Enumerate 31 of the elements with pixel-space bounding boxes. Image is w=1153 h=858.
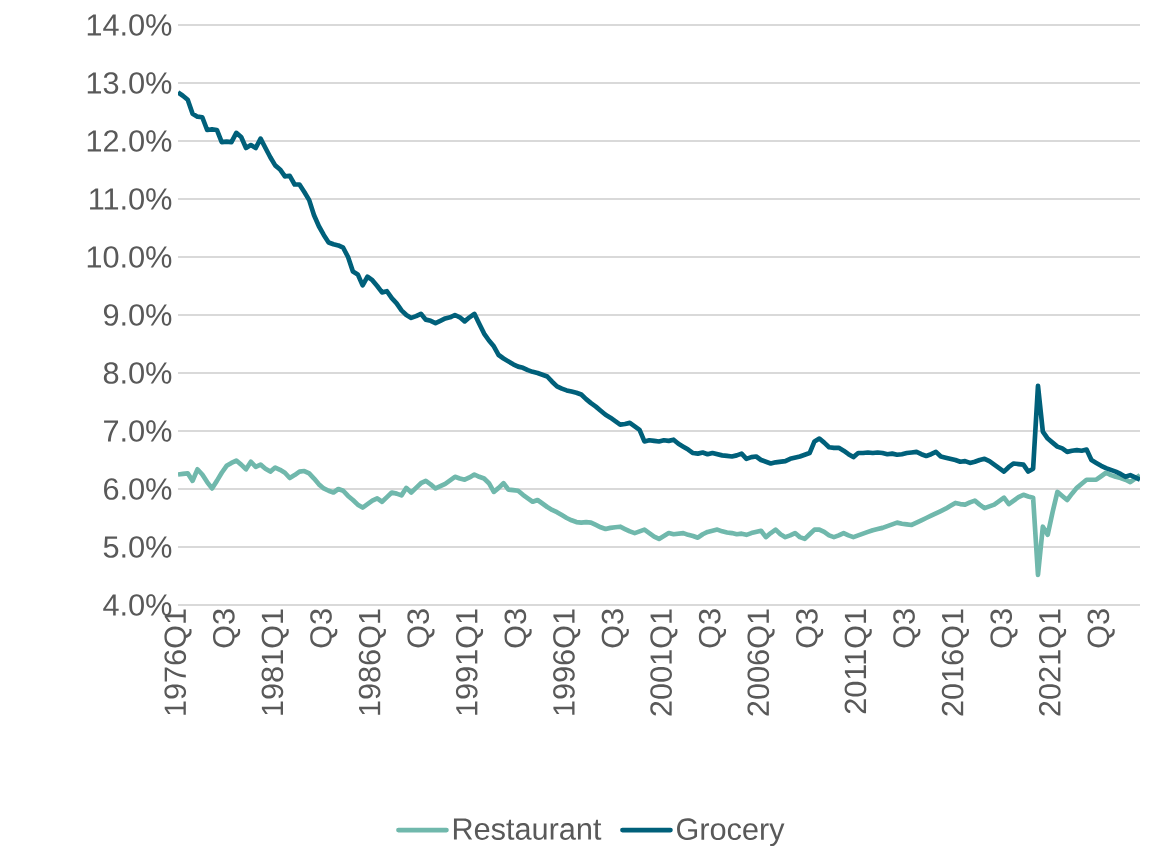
y-tick-label: 10.0%: [87, 246, 172, 268]
x-tick-label: 2001Q1: [650, 609, 678, 716]
x-tick-label: 1986Q1: [358, 609, 386, 715]
y-tick-label: 5.0%: [103, 536, 172, 558]
x-tick-label: 1991Q1: [455, 609, 484, 715]
y-tick-label: 11.0%: [90, 188, 172, 210]
y-tick-label: 13.0%: [87, 72, 172, 94]
x-tick-label: Q3: [893, 609, 921, 648]
legend-label: Restaurant: [453, 818, 602, 840]
y-tick-label: 14.0%: [87, 14, 172, 36]
y-tick-label: 12.0%: [87, 130, 172, 152]
x-tick-label: 1981Q1: [261, 609, 289, 715]
x-tick-label: 2021Q1: [1038, 609, 1067, 716]
x-tick-label: Q3: [504, 609, 532, 648]
x-tick-label: Q3: [601, 609, 629, 648]
y-tick-label: 7.0%: [104, 420, 172, 442]
y-tick-label: 8.0%: [103, 362, 172, 384]
x-tick-label: 2006Q1: [747, 609, 775, 716]
x-tick-label: Q3: [796, 609, 824, 648]
x-tick-label: 1996Q1: [553, 609, 581, 715]
x-tick-label: Q3: [310, 609, 338, 648]
y-tick-label: 9.0%: [103, 304, 172, 326]
x-tick-label: Q3: [1087, 609, 1115, 648]
y-tick-label: 6.0%: [104, 478, 172, 500]
legend-label: Grocery: [677, 818, 785, 847]
x-tick-label: 2016Q1: [941, 609, 969, 716]
x-tick-label: Q3: [212, 609, 241, 648]
x-tick-label: Q3: [407, 609, 435, 648]
x-tick-label: Q3: [698, 609, 727, 648]
x-tick-label: Q3: [990, 609, 1018, 648]
x-tick-label: 2011Q1: [844, 609, 872, 714]
